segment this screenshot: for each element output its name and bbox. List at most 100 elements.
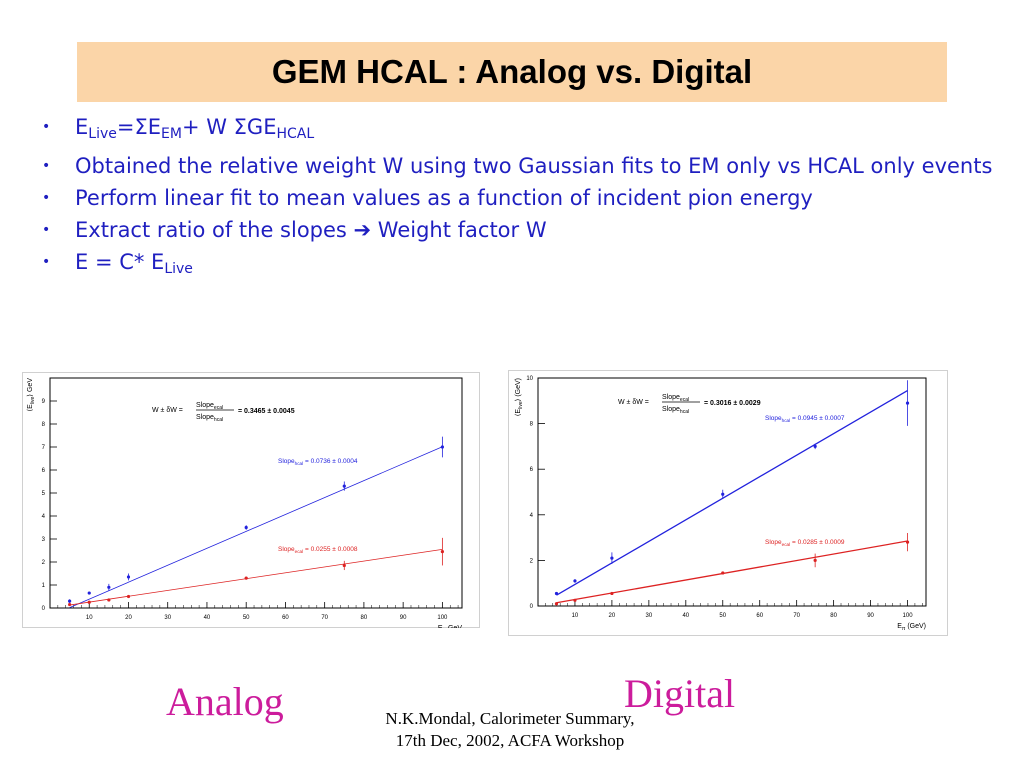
bullet-dot-icon: • (42, 119, 51, 135)
fit-line (556, 389, 908, 596)
bullet-text: + W ΣGE (181, 115, 277, 139)
x-tick-label: 70 (321, 615, 328, 621)
data-point (244, 525, 248, 530)
slope-label-part: ecal (782, 542, 791, 547)
data-point (573, 598, 577, 602)
data-point (342, 563, 346, 568)
x-tick-label: 90 (867, 613, 874, 619)
y-tick-label: 3 (42, 537, 46, 543)
title-banner: GEM HCAL : Analog vs. Digital (77, 42, 947, 102)
weight-numerator: Slopeecal (662, 394, 689, 403)
weight-numerator-part: ecal (214, 405, 223, 411)
bullet-text: E (75, 115, 89, 139)
x-tick-label: 70 (793, 613, 800, 619)
chart-frame (22, 372, 480, 628)
slope-label-part: = 0.0285 ± 0.0009 (790, 539, 845, 546)
y-tick-label: 8 (42, 422, 46, 428)
x-tick-label: 50 (243, 615, 250, 621)
x-tick-label: 80 (830, 613, 837, 619)
weight-denominator-part: hcal (680, 409, 689, 415)
x-tick-label: 100 (437, 615, 448, 621)
weight-numerator-part: Slope (196, 402, 214, 409)
y-tick-label: 7 (42, 445, 46, 451)
slope-label-part: Slope (278, 458, 295, 465)
fit-line (556, 540, 908, 604)
data-point (573, 579, 577, 583)
bullet-text: =ΣE (116, 115, 162, 139)
caption-analog: Analog (166, 679, 284, 724)
data-point (87, 591, 91, 595)
x-tick-label: 60 (282, 615, 289, 621)
x-axis-label-part: E (438, 625, 443, 628)
footer-line-1: N.K.Mondal, Calorimeter Summary, (385, 709, 635, 728)
bullet-item: • E = C* ELive (40, 249, 1000, 283)
bullet-text: E = C* E (75, 250, 165, 274)
y-axis-label-part: ⟨E (26, 404, 34, 412)
y-tick-label: 6 (530, 467, 534, 473)
bullet-item: • Extract ratio of the slopes ➔ Weight fa… (40, 217, 1000, 244)
y-axis-label-part: ⟩ (GeV) (514, 378, 522, 401)
bullet-list: • ELive=ΣEEM+ W ΣGEHCAL • Obtained the rela… (40, 114, 1000, 288)
footer-line-2: 17th Dec, 2002, ACFA Workshop (395, 731, 625, 750)
x-tick-label: 100 (903, 613, 914, 619)
slide-title: GEM HCAL : Analog vs. Digital (271, 53, 753, 90)
data-point (87, 600, 91, 604)
weight-numerator-part: Slope (662, 394, 680, 401)
data-point (610, 556, 614, 560)
bullet-item: • Perform linear fit to mean values as a … (40, 185, 1000, 212)
data-point (342, 484, 346, 488)
data-point (905, 401, 910, 405)
y-tick-label: 8 (530, 422, 534, 428)
data-point (554, 591, 559, 596)
slope-label-part: = 0.0736 ± 0.0004 (303, 458, 358, 465)
data-point (721, 492, 725, 496)
data-point (126, 594, 131, 599)
x-tick-label: 50 (719, 613, 726, 619)
weight-formula-label-part: W ± δW = (618, 399, 649, 406)
data-point (68, 599, 72, 603)
x-axis-label: Eπ GeV (438, 625, 462, 628)
data-point (126, 575, 131, 579)
bullet-text: Perform linear fit to mean values as a f… (75, 186, 813, 210)
weight-numerator-part: ecal (680, 397, 689, 403)
bullet-item: • Obtained the relative weight W using tw… (40, 153, 1000, 180)
slope-label: Slopeecal = 0.0255 ± 0.0008 (278, 546, 358, 554)
slope-label: Slopehcal = 0.0736 ± 0.0004 (278, 458, 358, 466)
y-tick-label: 5 (42, 491, 46, 497)
x-tick-label: 40 (204, 615, 211, 621)
fit-line (69, 446, 443, 608)
plot-area (537, 377, 927, 607)
x-tick-label: 30 (164, 615, 171, 621)
x-tick-label: 20 (125, 615, 132, 621)
y-axis-label-part: ⟩ GeV (26, 378, 34, 397)
y-tick-label: 6 (42, 468, 46, 474)
weight-formula-label-part: W ± δW = (152, 407, 183, 414)
data-point (905, 540, 910, 544)
x-tick-label: 10 (572, 613, 579, 619)
y-tick-label: 10 (526, 376, 533, 382)
bullet-text: HCAL (276, 126, 315, 142)
weight-denominator-part: Slope (196, 414, 214, 421)
weight-value: = 0.3465 ± 0.0045 (238, 408, 295, 415)
slope-label-part: Slope (278, 546, 295, 553)
y-axis-label-part: live (518, 401, 524, 409)
y-axis-label: ⟨Elive⟩ (GeV) (514, 378, 524, 416)
data-point (610, 591, 614, 596)
x-tick-label: 40 (682, 613, 689, 619)
weight-denominator-part: hcal (214, 417, 223, 423)
x-axis-label-part: π (902, 626, 906, 632)
fit-line (69, 548, 443, 606)
slope-label-part: Slope (765, 539, 782, 546)
slope-label-part: = 0.0945 ± 0.0007 (790, 415, 845, 422)
data-point (107, 585, 111, 589)
analog-chart: 10 20 30 40 50 60 70 80 90 100 0 1 2 3 4 5 6 7 8 9 Eπ GeV ⟨El… (22, 372, 480, 628)
x-tick-label: 80 (361, 615, 368, 621)
x-tick-label: 90 (400, 615, 407, 621)
y-axis-label: ⟨Elive⟩ GeV (26, 378, 36, 412)
x-axis-label-part: GeV (446, 625, 462, 628)
x-axis-label-part: E (897, 623, 902, 630)
bullet-text: Extract ratio of the slopes ➔ Weight fac… (75, 218, 547, 242)
slope-label: Slopehcal = 0.0945 ± 0.0007 (765, 415, 845, 423)
slope-label-part: Slope (765, 415, 782, 422)
y-tick-label: 2 (42, 560, 46, 566)
